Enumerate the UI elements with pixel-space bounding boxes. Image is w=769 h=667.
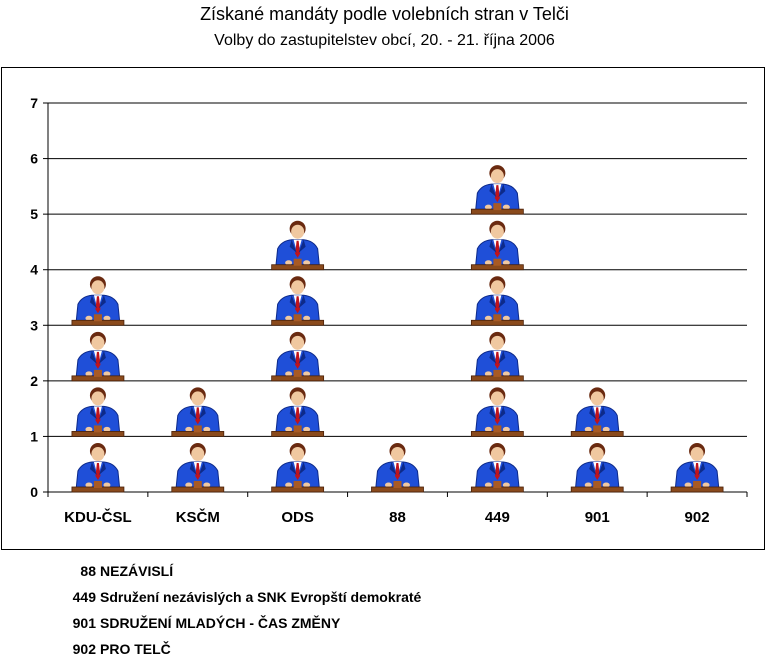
legend-row: 88 NEZÁVISLÍ	[50, 563, 421, 589]
politician-at-podium-icon	[171, 442, 225, 493]
politician-at-podium-icon	[271, 386, 325, 437]
politician-at-podium-icon	[670, 442, 724, 493]
y-tick-label: 4	[30, 262, 38, 278]
y-tick-label: 7	[30, 95, 38, 111]
x-category-label: 88	[389, 509, 406, 526]
politician-at-podium-icon	[470, 164, 524, 215]
bar-ODS	[271, 220, 325, 493]
y-tick-label: 3	[30, 317, 38, 333]
x-category-label: ODS	[281, 509, 314, 526]
code-legend: 88 NEZÁVISLÍ 449 Sdružení nezávislých a SNK…	[50, 563, 422, 667]
legend-code: 449	[72, 589, 96, 605]
legend-row: 901 SDRUŽENÍ MLADÝCH - ČAS ZMĚNY	[50, 615, 421, 641]
politician-at-podium-icon	[470, 220, 524, 271]
politician-at-podium-icon	[271, 442, 325, 493]
x-category-label: 901	[585, 509, 610, 526]
politician-at-podium-icon	[570, 386, 624, 437]
legend-label: PRO TELČ	[100, 641, 171, 657]
x-category-label: KDU-ČSL	[64, 508, 132, 526]
x-category-label: 902	[685, 509, 710, 526]
bar-KDU-ČSL	[71, 275, 125, 493]
politician-at-podium-icon	[470, 386, 524, 437]
x-category-label: KSČM	[176, 508, 220, 526]
politician-at-podium-icon	[271, 275, 325, 326]
politician-at-podium-icon	[271, 331, 325, 382]
politician-at-podium-icon	[470, 442, 524, 493]
seats-chart: 0 1 2 3 4 5 6 7 KDU-ČSL KSČM ODS 88 449 901 902	[30, 95, 748, 526]
legend-label: Sdružení nezávislých a SNK Evropští demo…	[100, 589, 422, 605]
legend-row: 902 PRO TELČ	[50, 641, 421, 667]
chart-title: Získané mandáty podle volebních stran v …	[200, 4, 569, 24]
legend-code: 88	[80, 563, 96, 579]
legend-label: NEZÁVISLÍ	[100, 563, 174, 579]
politician-at-podium-icon	[271, 220, 325, 271]
y-tick-label: 6	[30, 151, 38, 167]
politician-at-podium-icon	[570, 442, 624, 493]
politician-at-podium-icon	[71, 386, 125, 437]
bar-901	[570, 386, 624, 493]
politician-at-podium-icon	[470, 331, 524, 382]
legend-label: SDRUŽENÍ MLADÝCH - ČAS ZMĚNY	[100, 615, 341, 631]
bar-902	[670, 442, 724, 493]
x-category-label: 449	[485, 509, 510, 526]
politician-at-podium-icon	[470, 275, 524, 326]
legend-row: 449 Sdružení nezávislých a SNK Evropští d…	[50, 589, 422, 615]
politician-at-podium-icon	[71, 275, 125, 326]
politician-at-podium-icon	[171, 386, 225, 437]
legend-code: 902	[72, 641, 96, 657]
bar-88	[371, 442, 424, 493]
politician-at-podium-icon	[71, 331, 125, 382]
legend-code: 901	[72, 615, 96, 631]
y-tick-label: 0	[30, 484, 38, 500]
chart-subtitle: Volby do zastupitelstev obcí, 20. - 21. …	[214, 32, 555, 49]
y-tick-label: 5	[30, 206, 38, 222]
politician-at-podium-icon	[71, 442, 125, 493]
y-tick-label: 1	[30, 428, 38, 444]
bar-449	[470, 164, 524, 493]
bar-KSČM	[171, 386, 225, 493]
y-tick-label: 2	[30, 373, 38, 389]
politician-at-podium-icon	[371, 442, 424, 493]
